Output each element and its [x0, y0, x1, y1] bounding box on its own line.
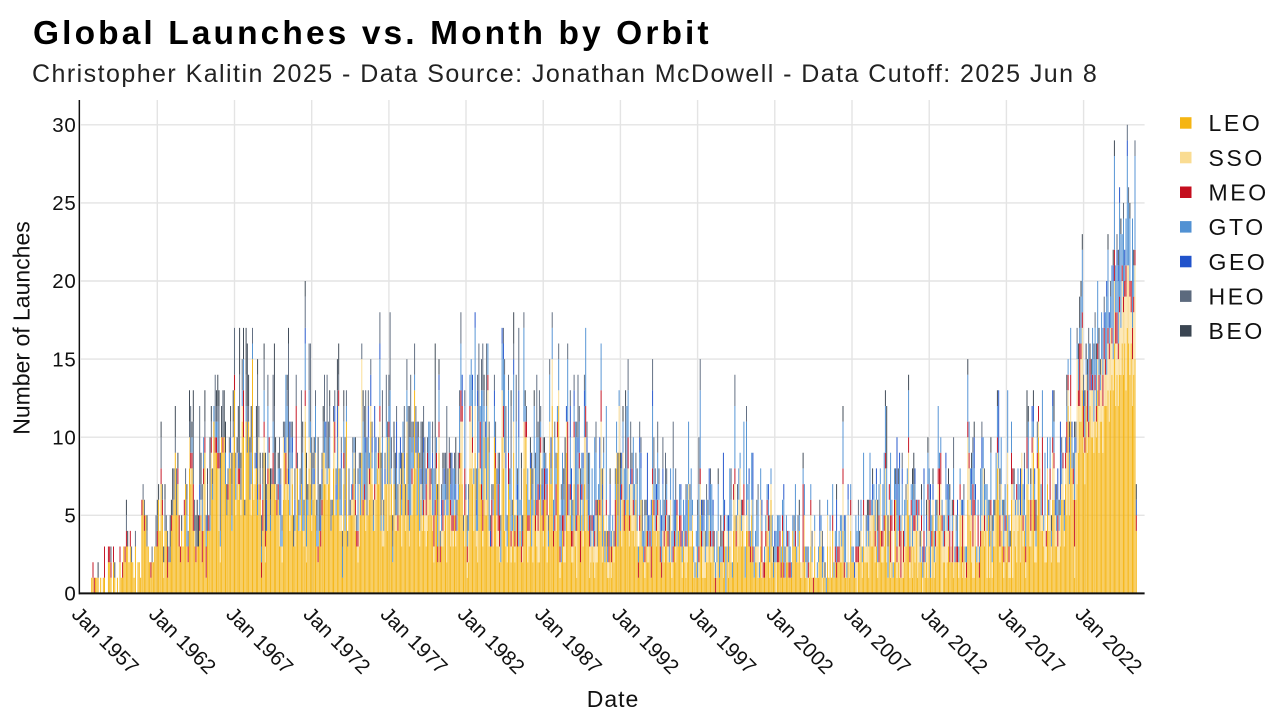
svg-text:5: 5 [64, 505, 76, 528]
svg-text:0: 0 [64, 583, 76, 606]
svg-text:25: 25 [52, 192, 76, 215]
svg-text:HEO: HEO [1209, 283, 1267, 309]
svg-text:LEO: LEO [1209, 110, 1263, 136]
svg-text:GEO: GEO [1209, 249, 1268, 275]
svg-text:GTO: GTO [1209, 214, 1266, 240]
svg-text:30: 30 [52, 114, 76, 137]
svg-text:MEO: MEO [1209, 180, 1269, 206]
svg-text:20: 20 [52, 270, 76, 293]
svg-text:Number of Launches: Number of Launches [9, 221, 35, 435]
svg-text:BEO: BEO [1209, 318, 1265, 344]
svg-text:Date: Date [587, 686, 640, 712]
svg-text:Global Launches vs. Month by O: Global Launches vs. Month by Orbit [33, 15, 712, 52]
svg-text:10: 10 [52, 426, 76, 449]
svg-text:Christopher Kalitin 2025 - Dat: Christopher Kalitin 2025 - Data Source: … [32, 60, 1098, 88]
svg-text:15: 15 [52, 348, 76, 371]
svg-text:SSO: SSO [1209, 145, 1265, 171]
